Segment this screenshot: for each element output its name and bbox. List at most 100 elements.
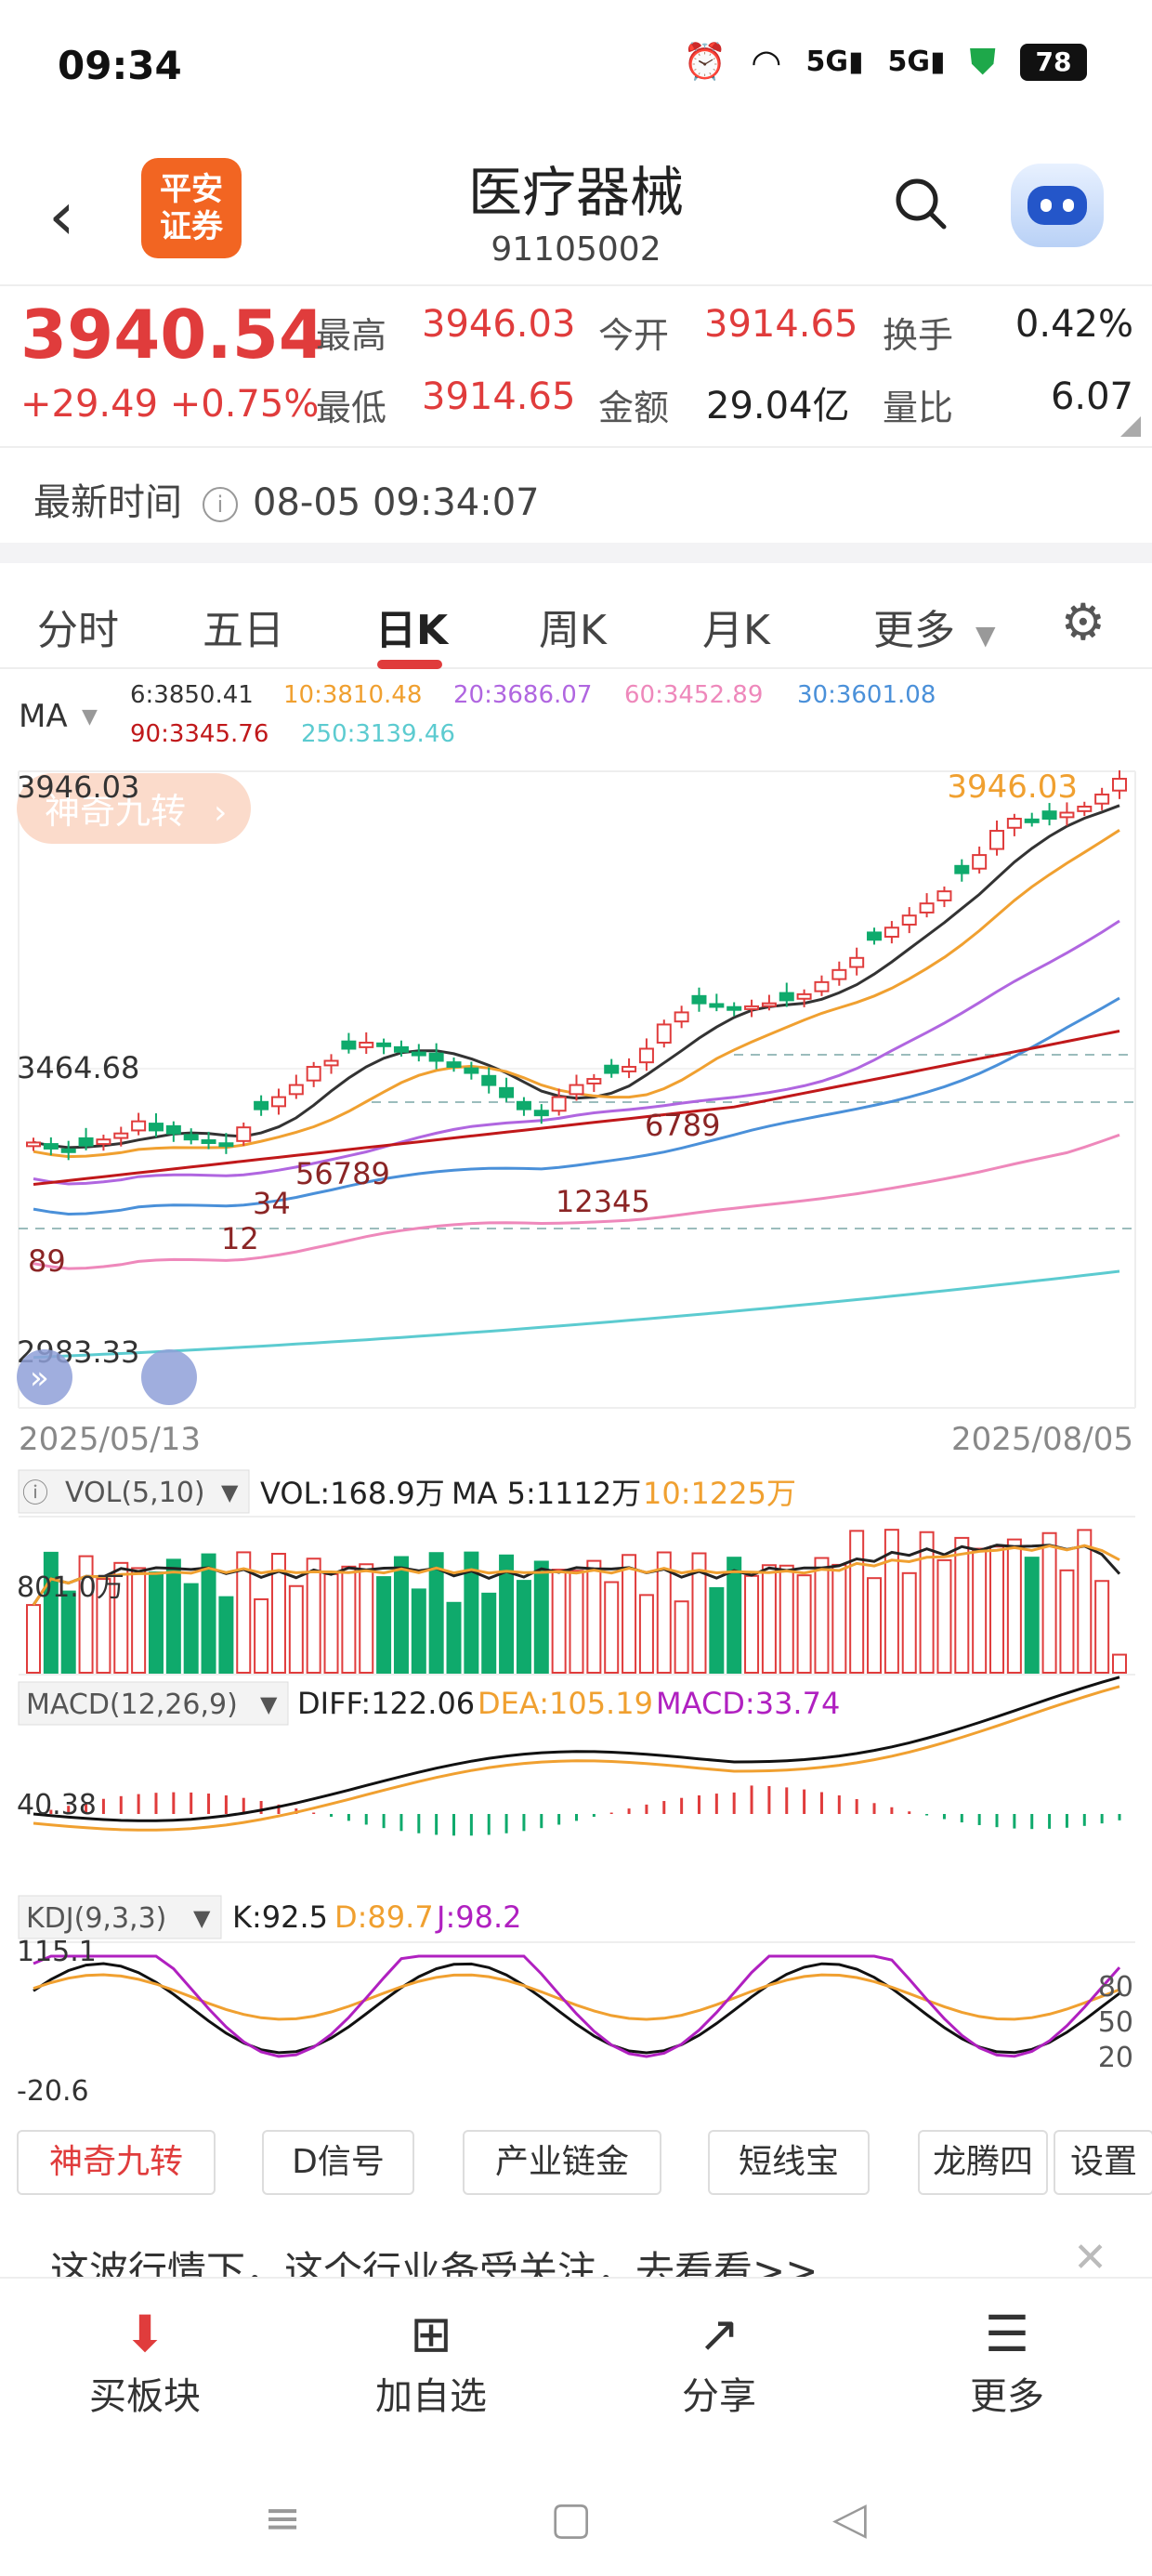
x-axis-end: 2025/08/05 <box>951 1421 1133 1458</box>
kdj-chart[interactable] <box>19 1941 1135 2058</box>
candle-body <box>411 1051 426 1057</box>
add-watchlist-button[interactable]: ⊞ 加自选 <box>338 2305 524 2420</box>
info-icon[interactable]: i <box>203 487 238 522</box>
kdj-y-tick-max: 115.1 <box>17 1936 97 1968</box>
candle-body <box>814 980 830 992</box>
chevron-right-icon: › <box>214 794 227 832</box>
close-icon[interactable]: ✕ <box>1073 2234 1107 2277</box>
macd-chart[interactable] <box>33 1676 1121 1836</box>
current-price: 3940.54 <box>20 296 325 374</box>
caret-down-icon: ▼ <box>221 1479 239 1505</box>
back-icon[interactable]: ‹ <box>48 177 75 255</box>
dragon-button[interactable]: 龙腾四 <box>918 2130 1048 2195</box>
candle-body <box>464 1067 479 1074</box>
nine-turn-label: 12 <box>221 1221 259 1256</box>
bottom-toolbar: ⬇ 买板块 ⊞ 加自选 ↗ 分享 ☰ 更多 <box>0 2277 1152 2418</box>
expand-corner-icon[interactable] <box>1120 416 1141 437</box>
volume-bar <box>428 1552 444 1675</box>
nine-turn-label: 89 <box>28 1243 66 1279</box>
candle-body <box>551 1096 567 1112</box>
ma-label[interactable]: MA <box>19 698 68 735</box>
low-label: 最低 <box>316 388 387 428</box>
toolbar-label: 分享 <box>682 2375 756 2418</box>
tab-monthly-k[interactable]: 月K <box>702 607 770 654</box>
candle-body <box>516 1100 531 1111</box>
y-tick-mid: 3464.68 <box>17 1050 139 1085</box>
scroll-left-icon[interactable] <box>17 1349 72 1405</box>
candle-body <box>131 1120 147 1132</box>
volume-bar <box>131 1567 147 1675</box>
volume-bar <box>78 1555 94 1675</box>
volume-bar <box>533 1560 549 1674</box>
tab-five-day[interactable]: 五日 <box>203 607 284 654</box>
industry-chain-button[interactable]: 产业链金 <box>463 2130 661 2195</box>
candle-body <box>376 1042 392 1047</box>
battery-indicator: 78 <box>1020 43 1087 81</box>
candle-body <box>638 1047 654 1064</box>
toolbar-label: 加自选 <box>375 2375 487 2418</box>
volume-bar <box>744 1574 760 1675</box>
search-icon[interactable] <box>892 175 951 249</box>
volratio-value: 6.07 <box>1050 375 1133 418</box>
candle-body <box>78 1137 94 1147</box>
gear-icon[interactable]: ⚙ <box>1060 593 1106 651</box>
menu-list-icon: ☰ <box>984 2305 1030 2363</box>
home-nav-icon[interactable]: ▢ <box>550 2492 593 2544</box>
ma60-legend: 60:3452.89 <box>624 681 763 709</box>
volume-bar <box>359 1563 374 1675</box>
turnover-label: 换手 <box>883 315 954 356</box>
volume-bar <box>849 1530 865 1674</box>
candlestick-chart[interactable] <box>18 769 1136 1409</box>
nine-turn-button[interactable]: 神奇九转 <box>17 2130 216 2195</box>
volume-bar <box>499 1554 515 1674</box>
fullscreen-icon[interactable] <box>141 1349 197 1405</box>
tab-daily-k[interactable]: 日K <box>375 607 449 654</box>
tab-more-label: 更多 <box>873 607 955 654</box>
volume-bar <box>148 1571 164 1675</box>
short-line-button[interactable]: 短线宝 <box>708 2130 870 2195</box>
ma20-line <box>33 919 1120 1186</box>
logo-text-2: 证券 <box>160 208 223 245</box>
volume-bar <box>884 1529 899 1674</box>
vol-ma10-legend: 10:1225万 <box>643 1476 796 1511</box>
high-label: 最高 <box>316 315 387 356</box>
candle-body <box>428 1052 444 1062</box>
vol-title: VOL(5,10) <box>65 1477 205 1509</box>
candle-body <box>26 1141 41 1148</box>
candle-body <box>1112 778 1127 792</box>
update-time-label: 最新时间 <box>33 481 182 524</box>
macd-selector[interactable] <box>18 1681 289 1726</box>
j-legend: J:98.2 <box>435 1899 521 1935</box>
candle-body <box>709 1003 725 1008</box>
plus-box-icon: ⊞ <box>410 2305 452 2363</box>
tab-more[interactable]: 更多 ▼ <box>873 597 996 656</box>
share-button[interactable]: ↗ 分享 <box>626 2305 812 2420</box>
tab-weekly-k[interactable]: 周K <box>539 607 607 654</box>
kdj-level: 50 <box>1098 2006 1133 2039</box>
volume-bar <box>26 1604 41 1674</box>
settings-button[interactable]: 设置 <box>1054 2130 1152 2195</box>
nine-turn-badge[interactable] <box>17 773 251 844</box>
toolbar-label: 买板块 <box>89 2375 201 2418</box>
nine-turn-label: 56789 <box>295 1156 390 1191</box>
volume-chart[interactable] <box>19 1516 1135 1676</box>
candle-body <box>96 1138 111 1146</box>
vol-selector[interactable] <box>18 1469 250 1514</box>
chart-canvas[interactable]: MA ▼ 6:3850.41 10:3810.48 20:3686.07 60:… <box>0 669 1152 2119</box>
robot-assistant-icon[interactable] <box>1011 164 1104 247</box>
d-signal-button[interactable]: D信号 <box>262 2130 414 2195</box>
diff-legend: DIFF:122.06 <box>297 1686 475 1721</box>
buy-sector-button[interactable]: ⬇ 买板块 <box>52 2305 238 2420</box>
page-header: ‹ 平安 证券 医疗器械 91105002 <box>0 149 1152 279</box>
volume-bar <box>1024 1557 1040 1674</box>
caret-down-icon: ▼ <box>975 620 996 651</box>
tab-intraday[interactable]: 分时 <box>37 607 119 654</box>
price-change: +29.49 +0.75% <box>20 383 320 426</box>
promo-banner[interactable]: 这波行情下，这个行业备受关注，去看看>> ✕ <box>0 2212 1152 2277</box>
kdj-selector[interactable] <box>18 1895 222 1939</box>
menu-nav-icon[interactable]: ≡ <box>264 2492 302 2544</box>
volume-bar <box>411 1588 426 1674</box>
candle-body <box>288 1084 304 1096</box>
more-button[interactable]: ☰ 更多 <box>914 2305 1100 2420</box>
back-nav-icon[interactable]: ◁ <box>832 2492 867 2544</box>
